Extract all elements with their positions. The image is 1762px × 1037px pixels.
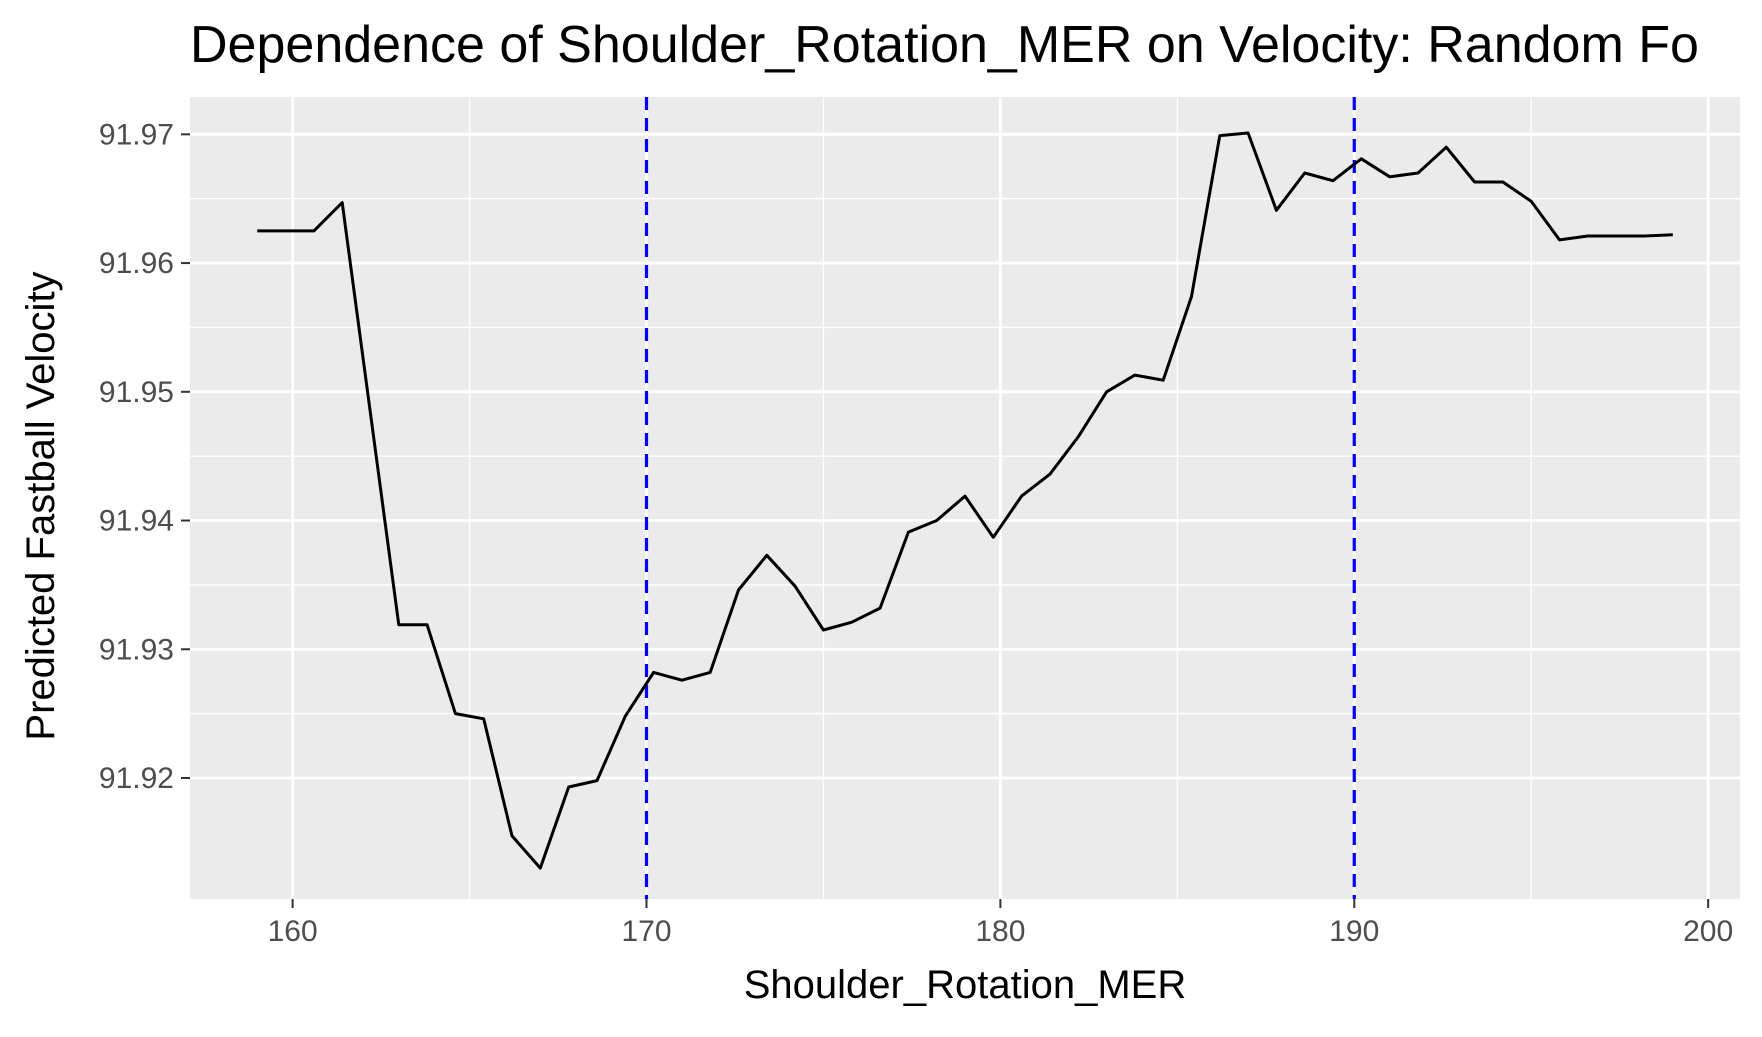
y-axis-label: Predicted Fastball Velocity	[19, 271, 63, 740]
x-tick-label: 200	[1683, 915, 1733, 948]
x-tick-label: 160	[268, 915, 318, 948]
x-axis-ticks: 160 170 180 190 200	[268, 899, 1734, 948]
x-tick-label: 170	[621, 915, 671, 948]
y-tick-label: 91.92	[99, 762, 174, 795]
x-axis-label: Shoulder_Rotation_MER	[744, 963, 1186, 1007]
y-tick-label: 91.97	[99, 118, 174, 151]
y-tick-label: 91.96	[99, 247, 174, 280]
y-tick-label: 91.94	[99, 505, 174, 538]
y-tick-label: 91.93	[99, 633, 174, 666]
chart-title: Dependence of Shoulder_Rotation_MER on V…	[190, 16, 1699, 74]
x-tick-label: 190	[1329, 915, 1379, 948]
x-tick-label: 180	[975, 915, 1025, 948]
y-axis-ticks: 91.92 91.93 91.94 91.95 91.96 91.97	[99, 118, 190, 795]
y-tick-label: 91.95	[99, 376, 174, 409]
